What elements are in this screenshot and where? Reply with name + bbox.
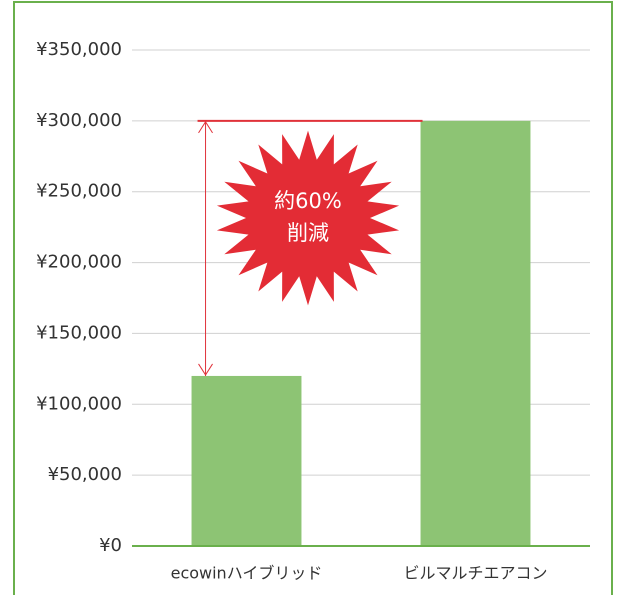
frame [13, 1, 613, 595]
starburst [216, 130, 400, 306]
x-tick-label: ビルマルチエアコン [403, 564, 547, 583]
y-tick-label: ¥100,000 [36, 393, 122, 414]
annotation: 削減 [287, 221, 329, 245]
x-tick-label: ecowinハイブリッド [171, 564, 323, 583]
y-tick-label: ¥0 [99, 535, 122, 556]
y-tick-label: ¥300,000 [36, 110, 122, 131]
y-tick-label: ¥150,000 [36, 322, 122, 343]
annotation: 約60% [274, 189, 342, 213]
y-tick-label: ¥350,000 [36, 39, 122, 60]
arrow-head [198, 120, 213, 376]
y-tick-label: ¥200,000 [36, 252, 122, 273]
y-tick-label: ¥250,000 [36, 181, 122, 202]
bar [420, 120, 531, 546]
y-tick-label: ¥50,000 [48, 464, 122, 485]
bar [191, 375, 302, 546]
